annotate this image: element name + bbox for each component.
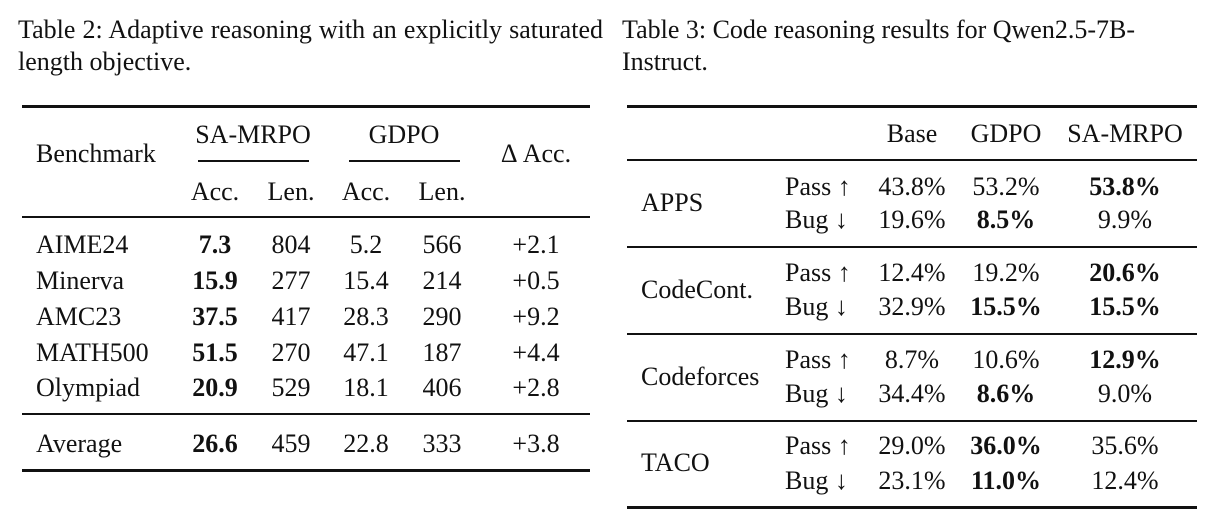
gdpo-len-cell: 333	[422, 429, 462, 458]
header-rule	[22, 216, 590, 218]
samrpo-bug-cell: 15.5%	[1089, 292, 1161, 321]
base-pass-cell: 29.0%	[878, 431, 946, 460]
samrpo-len-cell: 529	[271, 373, 311, 402]
samrpo-pass-cell: 35.6%	[1091, 431, 1159, 460]
gdpo-len-cell: 290	[422, 302, 462, 331]
base-bug-cell: 32.9%	[878, 292, 946, 321]
gdpo-len-cell: 214	[422, 266, 462, 295]
gdpo-acc-header: Acc.	[341, 177, 391, 206]
samrpo-bug-cell: 9.9%	[1097, 205, 1153, 234]
gdpo-bug-cell: 15.5%	[970, 292, 1042, 321]
delta-cell: +9.2	[512, 302, 560, 331]
group-rule	[627, 246, 1197, 248]
gdpo-group-header: GDPO	[368, 120, 440, 149]
samrpo-pass-cell: 12.9%	[1089, 345, 1161, 374]
table3-caption: Table 3: Code reasoning results for Qwen…	[622, 15, 1136, 76]
gdpo-len-cell: 406	[422, 373, 462, 402]
bug-label: Bug ↓	[785, 379, 848, 408]
dataset-name: TACO	[641, 448, 710, 477]
samrpo-acc-cell: 51.5	[192, 338, 238, 367]
bottom-rule	[22, 469, 590, 472]
samrpo-pass-cell: 53.8%	[1089, 172, 1161, 201]
header-rule	[627, 159, 1197, 161]
gdpo-acc-cell: 15.4	[343, 266, 389, 295]
gdpo-cmidrule	[349, 160, 460, 162]
gdpo-pass-cell: 19.2%	[972, 258, 1040, 287]
top-rule	[627, 105, 1197, 108]
samrpo-len-cell: 417	[271, 302, 311, 331]
delta-cell: +2.1	[512, 230, 560, 259]
dataset-name: Codeforces	[641, 362, 760, 391]
base-pass-cell: 43.8%	[878, 172, 946, 201]
average-label: Average	[36, 429, 123, 458]
samrpo-acc-cell: 26.6	[192, 429, 238, 458]
gdpo-pass-cell: 36.0%	[970, 431, 1042, 460]
delta-cell: +2.8	[512, 373, 560, 402]
gdpo-acc-cell: 18.1	[343, 373, 389, 402]
gdpo-len-header: Len.	[418, 177, 466, 206]
base-bug-cell: 34.4%	[878, 379, 946, 408]
samrpo-len-cell: 277	[271, 266, 311, 295]
dataset-name: CodeCont.	[641, 275, 753, 304]
samrpo-acc-cell: 7.3	[198, 230, 232, 259]
samrpo-len-cell: 270	[271, 338, 311, 367]
benchmark-cell: AMC23	[36, 302, 122, 331]
gdpo-acc-cell: 5.2	[349, 230, 383, 259]
pass-label: Pass ↑	[785, 431, 851, 460]
benchmark-cell: Minerva	[36, 266, 125, 295]
table2-caption: Table 2: Adaptive reasoning with an expl…	[18, 15, 603, 76]
group-rule	[627, 420, 1197, 422]
base-bug-cell: 19.6%	[878, 205, 946, 234]
gdpo-acc-cell: 28.3	[343, 302, 389, 331]
gdpo-bug-cell: 11.0%	[970, 466, 1042, 495]
pass-label: Pass ↑	[785, 345, 851, 374]
benchmark-cell: AIME24	[36, 230, 129, 259]
gdpo-header: GDPO	[970, 119, 1042, 148]
pass-label: Pass ↑	[785, 258, 851, 287]
gdpo-pass-cell: 53.2%	[972, 172, 1040, 201]
samrpo-bug-cell: 9.0%	[1097, 379, 1153, 408]
dataset-name: APPS	[641, 188, 704, 217]
gdpo-pass-cell: 10.6%	[972, 345, 1040, 374]
bug-label: Bug ↓	[785, 466, 848, 495]
samrpo-len-cell: 804	[271, 230, 311, 259]
samrpo-acc-header: Acc.	[190, 177, 240, 206]
gdpo-acc-cell: 22.8	[343, 429, 389, 458]
gdpo-len-cell: 566	[422, 230, 462, 259]
benchmark-cell: Olympiad	[36, 373, 140, 402]
gdpo-acc-cell: 47.1	[343, 338, 389, 367]
base-header: Base	[886, 119, 938, 148]
samrpo-acc-cell: 20.9	[192, 373, 238, 402]
samrpo-header: SA-MRPO	[1067, 119, 1183, 148]
top-rule	[22, 105, 590, 108]
group-rule	[627, 333, 1197, 335]
samrpo-len-cell: 459	[271, 429, 311, 458]
delta-acc-header: Δ Acc.	[500, 139, 572, 168]
delta-cell: +0.5	[512, 266, 560, 295]
average-rule	[22, 413, 590, 415]
gdpo-len-cell: 187	[422, 338, 462, 367]
bottom-rule	[627, 506, 1197, 509]
base-bug-cell: 23.1%	[878, 466, 946, 495]
samrpo-len-header: Len.	[267, 177, 315, 206]
samrpo-cmidrule	[198, 160, 309, 162]
benchmark-header: Benchmark	[36, 139, 156, 168]
benchmark-cell: MATH500	[36, 338, 149, 367]
samrpo-group-header: SA-MRPO	[195, 120, 311, 149]
base-pass-cell: 12.4%	[878, 258, 946, 287]
samrpo-pass-cell: 20.6%	[1089, 258, 1161, 287]
gdpo-bug-cell: 8.5%	[976, 205, 1036, 234]
samrpo-acc-cell: 37.5	[192, 302, 238, 331]
samrpo-acc-cell: 15.9	[192, 266, 238, 295]
delta-cell: +3.8	[512, 429, 560, 458]
base-pass-cell: 8.7%	[884, 345, 940, 374]
delta-cell: +4.4	[512, 338, 560, 367]
bug-label: Bug ↓	[785, 292, 848, 321]
gdpo-bug-cell: 8.6%	[976, 379, 1036, 408]
bug-label: Bug ↓	[785, 205, 848, 234]
pass-label: Pass ↑	[785, 172, 851, 201]
samrpo-bug-cell: 12.4%	[1091, 466, 1159, 495]
